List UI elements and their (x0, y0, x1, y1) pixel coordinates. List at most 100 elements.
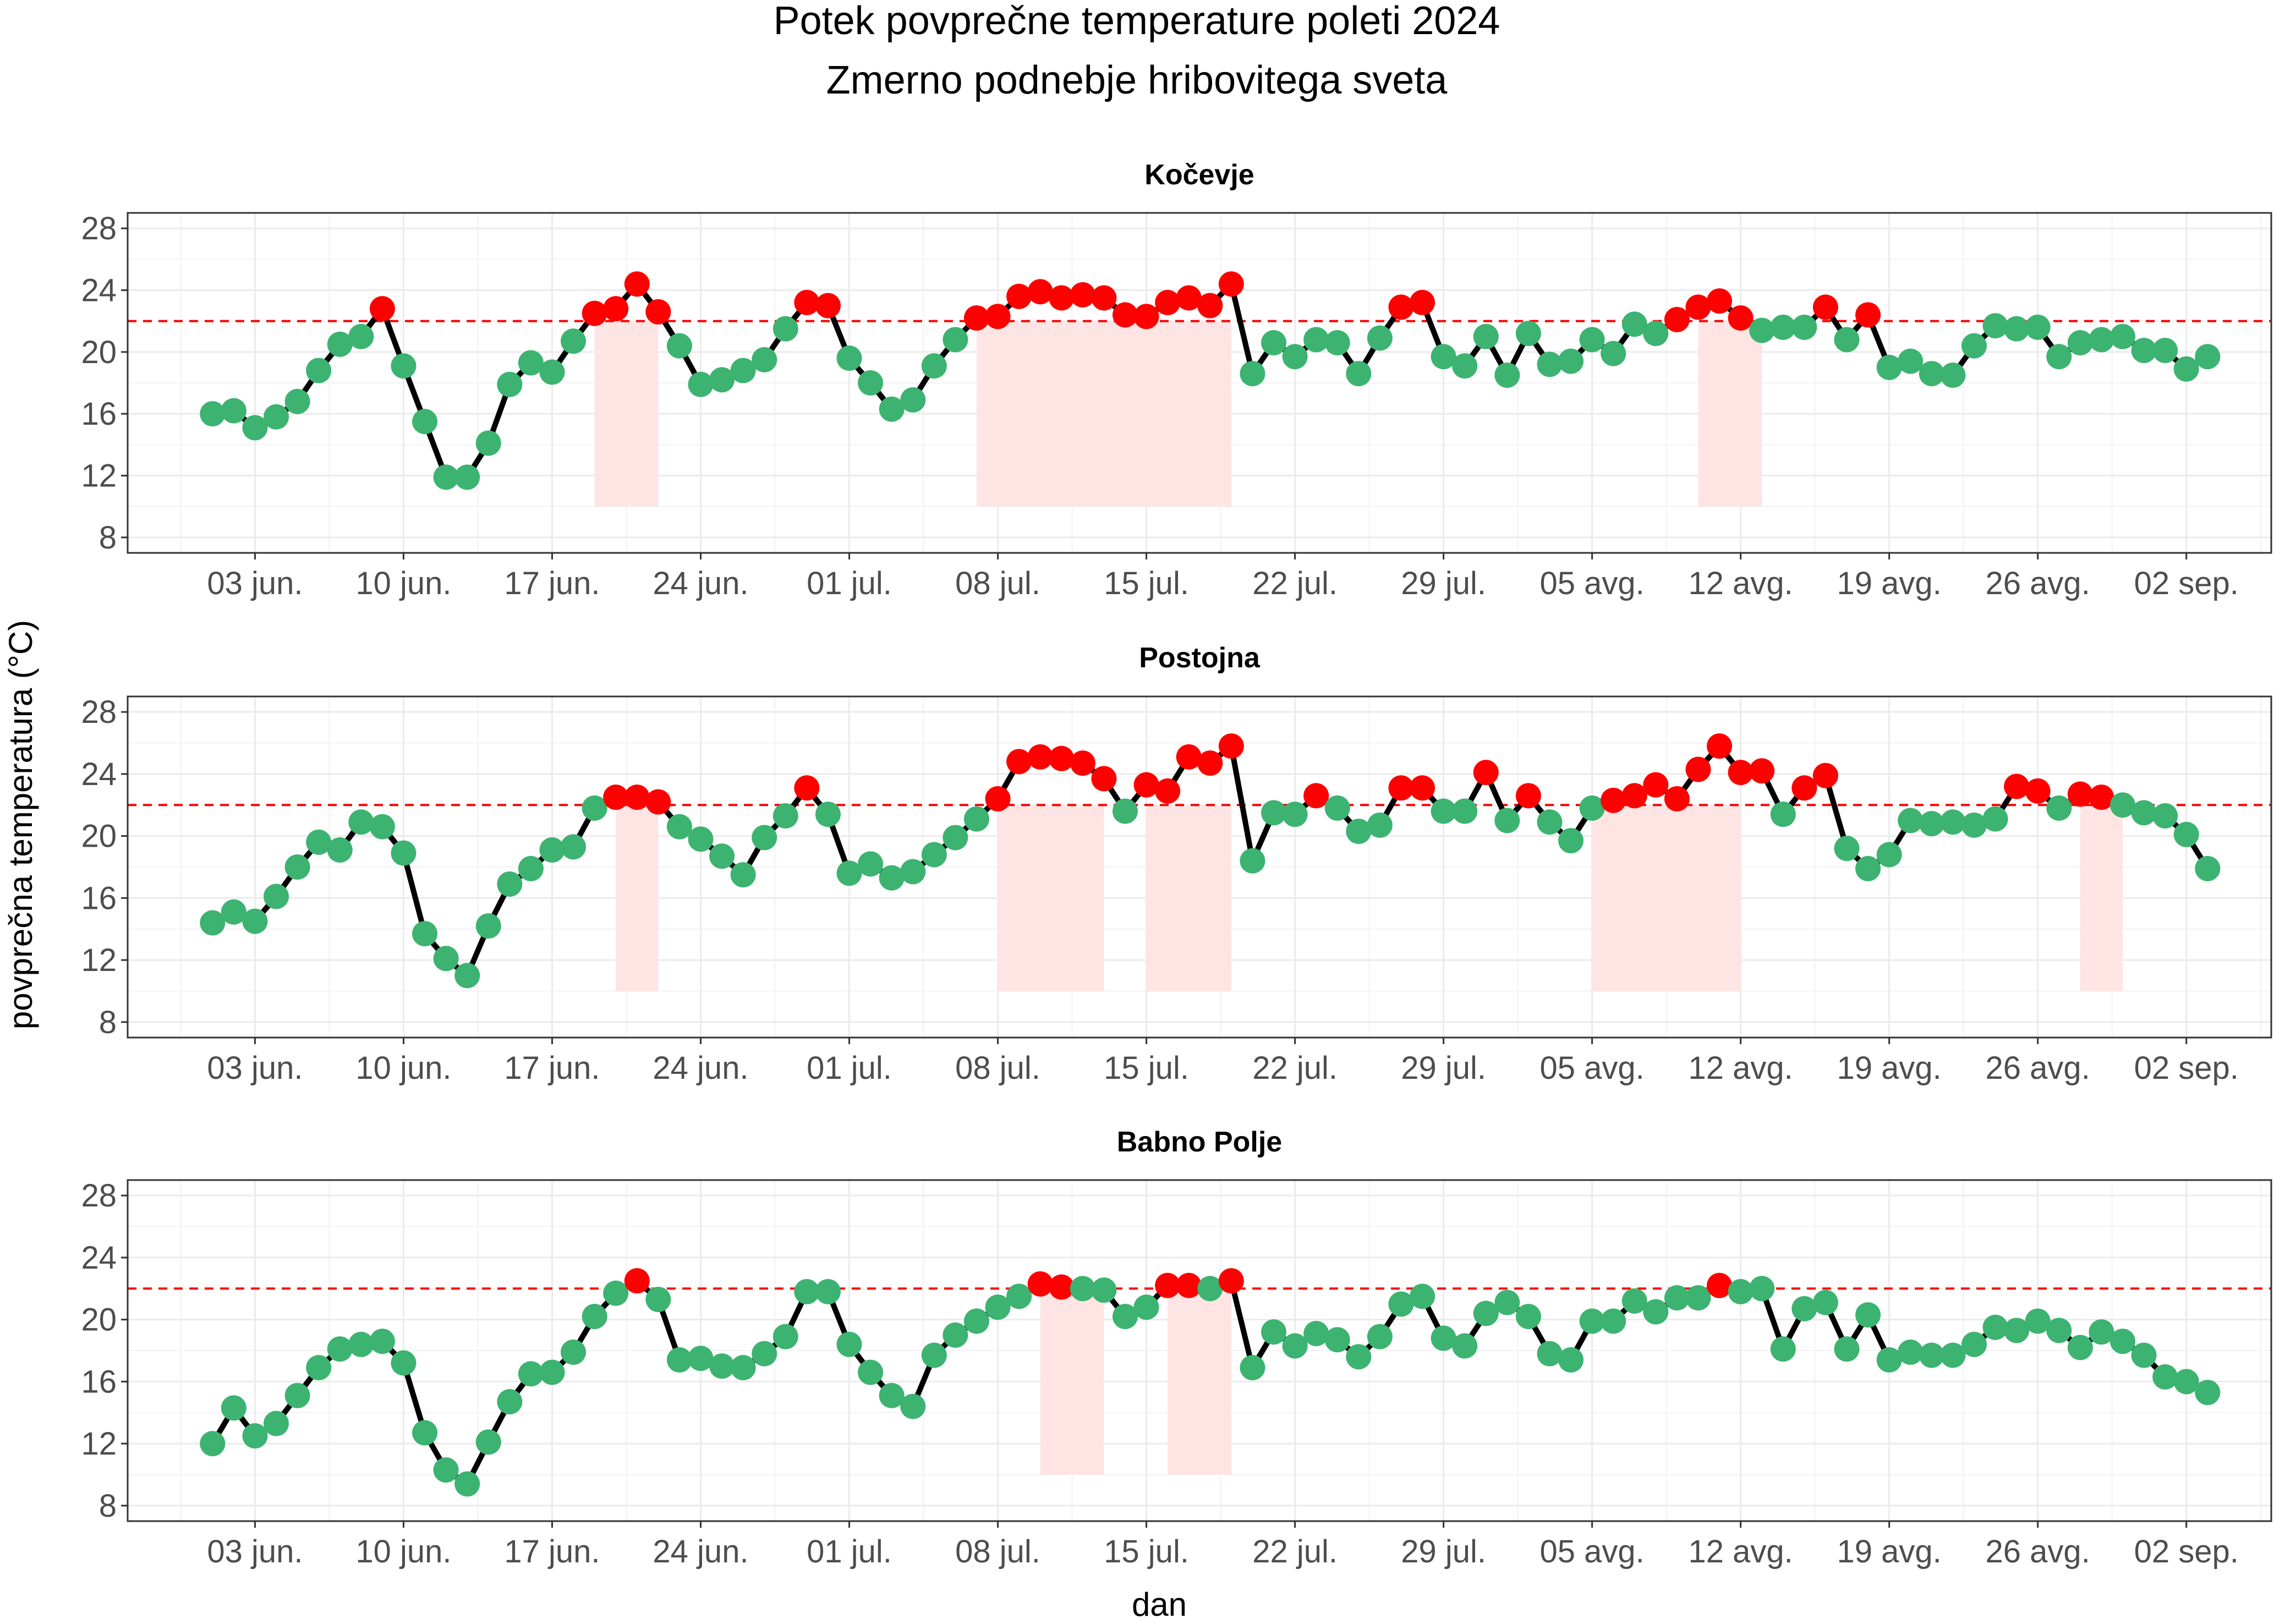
y-tick-label: 16 (81, 880, 117, 916)
data-point (1367, 1324, 1393, 1349)
panel: Babno Polje 8 12 16 20 24 28 03 jun. 10 jun. 17 j… (81, 1126, 2272, 1570)
data-point (327, 331, 353, 357)
data-point (666, 333, 692, 359)
data-point (1749, 758, 1775, 784)
data-point (1431, 344, 1456, 370)
data-point (306, 1355, 332, 1380)
data-point (1537, 352, 1563, 377)
x-tick-label: 08 jul. (955, 566, 1040, 601)
data-point (921, 1342, 947, 1368)
data-point (879, 396, 905, 422)
data-point (1431, 1325, 1456, 1351)
heatwave-band (998, 805, 1104, 991)
heatwave-band (1146, 805, 1231, 991)
data-point (2152, 338, 2178, 364)
data-point (1876, 1347, 1902, 1373)
y-tick-label: 8 (99, 1005, 117, 1040)
data-point (1728, 305, 1754, 331)
data-point (943, 825, 968, 851)
data-point (752, 347, 777, 372)
chart-subtitle: Zmerno podnebje hribovitega sveta (826, 58, 1448, 102)
x-tick-label: 26 avg. (1986, 1050, 2090, 1086)
x-tick-label: 02 sep. (2134, 1534, 2239, 1570)
x-tick-label: 15 jul. (1104, 566, 1189, 601)
data-point (963, 1308, 989, 1334)
x-tick-label: 29 jul. (1401, 1050, 1486, 1086)
data-point (1558, 1347, 1584, 1373)
data-point (985, 1294, 1011, 1320)
data-point (475, 913, 501, 939)
data-point (772, 803, 798, 829)
data-point (709, 1353, 735, 1379)
data-point (1961, 333, 1987, 359)
data-point (1707, 733, 1733, 759)
x-tick-label: 19 avg. (1837, 566, 1942, 601)
x-tick-label: 10 jun. (355, 566, 451, 601)
data-point (1812, 1290, 1838, 1315)
data-point (1261, 1319, 1287, 1345)
data-point (1919, 811, 1944, 837)
x-tick-label: 02 sep. (2134, 566, 2239, 601)
y-tick-label: 28 (81, 1178, 117, 1214)
panel-border (127, 212, 2272, 554)
data-point (2131, 1342, 2157, 1368)
data-point (2173, 1369, 2199, 1395)
panels: Kočevje 8 12 16 20 24 28 03 jun. 10 jun. 17 jun. 2… (81, 159, 2272, 1570)
y-tick-label: 20 (81, 334, 117, 370)
data-point (1346, 1344, 1372, 1370)
data-point (1261, 800, 1287, 826)
data-point (1898, 808, 1924, 833)
data-point (1855, 855, 1881, 881)
data-point (1282, 344, 1308, 370)
data-point (391, 1350, 417, 1376)
data-point (2152, 1364, 2178, 1390)
data-point (858, 370, 884, 396)
data-point (1643, 321, 1669, 347)
data-point (1982, 806, 2008, 832)
data-point (1728, 1279, 1754, 1304)
data-point (2089, 784, 2114, 810)
data-point (1664, 786, 1690, 811)
x-tick-label: 05 avg. (1539, 566, 1644, 601)
data-point (1218, 733, 1244, 759)
data-point (1410, 289, 1435, 315)
panel-title: Kočevje (1144, 159, 1254, 191)
data-point (1049, 285, 1075, 311)
data-point (879, 865, 905, 891)
data-point (475, 1429, 501, 1455)
data-point (688, 826, 714, 852)
data-point (1155, 289, 1181, 315)
data-point (1303, 327, 1329, 353)
data-point (1070, 282, 1095, 308)
data-point (2109, 792, 2135, 818)
x-tick-label: 29 jul. (1401, 566, 1486, 601)
data-point (1176, 1272, 1202, 1298)
data-point (1558, 828, 1584, 854)
data-point (1919, 1342, 1944, 1368)
data-point (688, 1346, 714, 1371)
x-tick-label: 03 jun. (207, 1534, 303, 1570)
data-point (1324, 330, 1350, 355)
data-point (1664, 306, 1690, 332)
data-point (730, 1355, 756, 1380)
data-point (815, 802, 841, 827)
data-point (2195, 1380, 2221, 1406)
data-point (624, 271, 650, 297)
y-tick-label: 8 (99, 520, 117, 556)
data-point (943, 327, 968, 353)
data-point (2067, 781, 2093, 807)
data-point (624, 1268, 650, 1294)
data-point (1452, 798, 1478, 824)
data-point (1240, 848, 1265, 874)
data-point (815, 1279, 841, 1304)
data-point (1961, 812, 1987, 838)
x-tick-label: 24 jun. (653, 1534, 748, 1570)
data-point (603, 1280, 629, 1306)
data-point (1133, 772, 1159, 798)
data-point (284, 854, 310, 880)
data-point (412, 921, 438, 947)
data-point (1346, 819, 1372, 844)
data-point (582, 1304, 607, 1329)
data-point (2131, 338, 2157, 364)
x-tick-label: 12 avg. (1689, 566, 1793, 601)
